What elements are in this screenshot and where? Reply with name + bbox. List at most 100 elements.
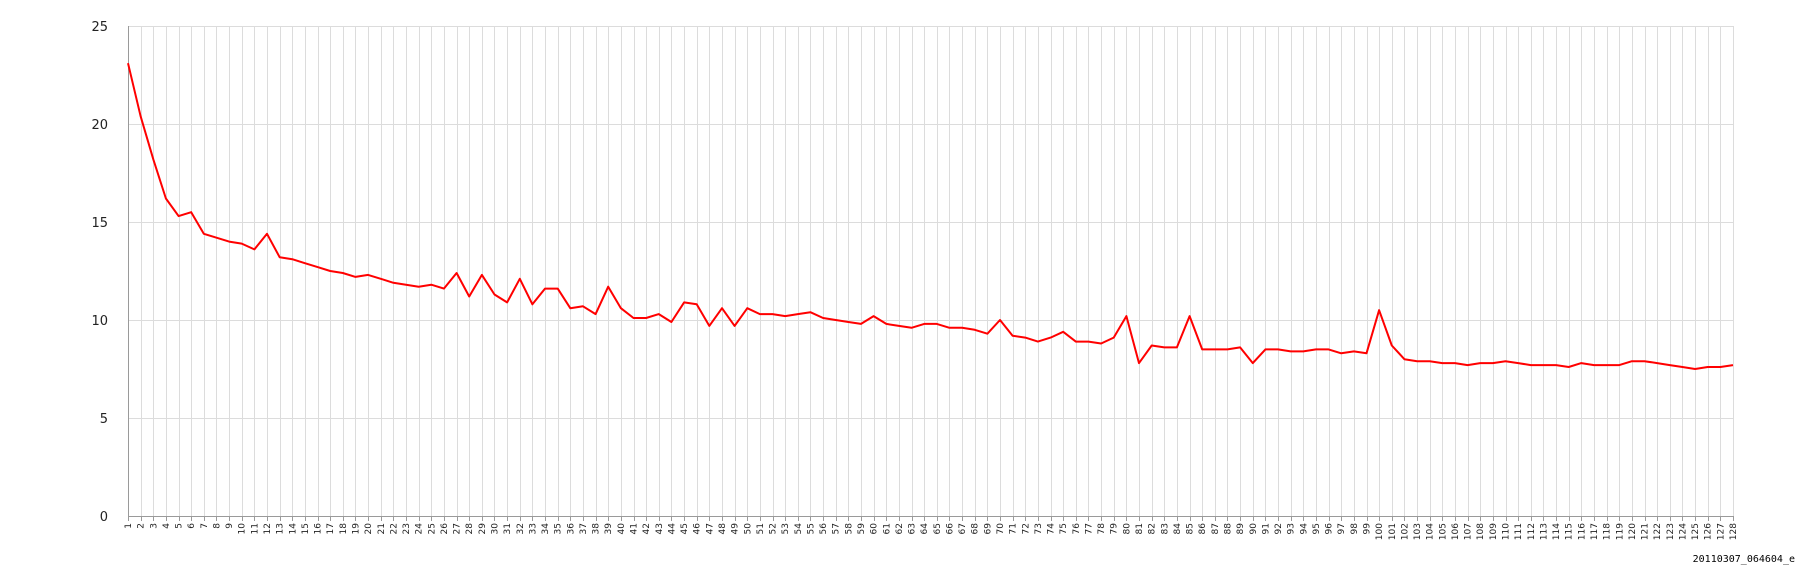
x-tick-label: 18 <box>339 523 349 535</box>
x-tick-label: 7 <box>200 523 210 529</box>
x-tick-label: 32 <box>516 523 526 534</box>
x-tick-label: 93 <box>1287 523 1297 534</box>
x-tick-label: 33 <box>528 523 538 534</box>
x-tick-label: 38 <box>592 523 602 535</box>
x-tick-label: 94 <box>1299 523 1309 535</box>
x-tick-label: 13 <box>276 523 286 534</box>
x-tick-label: 21 <box>377 523 387 534</box>
series-line-1 <box>127 62 1734 370</box>
x-tick-label: 60 <box>870 523 880 535</box>
grid-layer <box>128 26 1734 517</box>
x-tick-label: 66 <box>945 523 955 535</box>
x-tick-label: 35 <box>554 523 564 534</box>
y-tick-label: 5 <box>100 412 108 427</box>
x-tick-label: 14 <box>288 523 298 535</box>
x-tick-label: 104 <box>1426 523 1436 540</box>
x-tick-label: 30 <box>490 523 500 535</box>
x-tick-label: 103 <box>1413 523 1423 540</box>
x-tick-label: 84 <box>1173 523 1183 535</box>
x-tick-label: 127 <box>1716 523 1726 540</box>
x-tick-label: 11 <box>250 523 260 534</box>
x-tick-label: 73 <box>1034 523 1044 534</box>
x-tick-label: 99 <box>1363 523 1373 535</box>
x-tick-label: 59 <box>857 523 867 535</box>
x-tick-label: 36 <box>566 523 576 535</box>
x-tick-label: 71 <box>1009 523 1019 534</box>
x-tick-label: 118 <box>1603 523 1613 540</box>
x-tick-label: 121 <box>1641 523 1651 540</box>
x-tick-label: 105 <box>1438 523 1448 540</box>
x-tick-label: 70 <box>996 523 1006 535</box>
x-tick-label: 100 <box>1375 523 1385 540</box>
x-tick-label: 5 <box>175 523 185 529</box>
x-tick-label: 88 <box>1223 523 1233 535</box>
x-tick-label: 89 <box>1236 523 1246 535</box>
x-tick-label: 124 <box>1678 523 1688 540</box>
x-tick-label: 72 <box>1021 523 1031 534</box>
x-tick-label: 69 <box>983 523 993 535</box>
x-tick-label: 42 <box>642 523 652 534</box>
x-tick-label: 61 <box>882 523 892 534</box>
x-tick-label: 120 <box>1628 523 1638 540</box>
x-tick-label: 92 <box>1274 523 1284 534</box>
x-tick-label: 112 <box>1527 523 1537 540</box>
y-tick-label: 20 <box>91 118 108 133</box>
x-tick-label: 52 <box>769 523 779 534</box>
x-tick-label: 31 <box>503 523 513 534</box>
x-tick-label: 50 <box>743 523 753 535</box>
x-tick-label: 56 <box>819 523 829 535</box>
x-tick-label: 90 <box>1249 523 1259 535</box>
x-tick-label: 65 <box>933 523 943 534</box>
x-tick-label: 80 <box>1122 523 1132 535</box>
x-tick-label: 83 <box>1160 523 1170 534</box>
x-tick-label: 128 <box>1729 523 1739 540</box>
x-tick-label: 6 <box>187 523 197 529</box>
x-tick-label: 57 <box>832 523 842 534</box>
x-tick-label: 119 <box>1615 523 1625 540</box>
x-tick-label: 19 <box>351 523 361 535</box>
x-tick-label: 76 <box>1072 523 1082 535</box>
x-tick-label: 46 <box>693 523 703 535</box>
x-tick-label: 108 <box>1476 523 1486 540</box>
y-tick-label: 10 <box>91 314 108 329</box>
x-tick-label: 10 <box>238 523 248 535</box>
x-tick-label: 27 <box>453 523 463 534</box>
x-tick-label: 123 <box>1666 523 1676 540</box>
x-tick-label: 47 <box>705 523 715 534</box>
x-tick-label: 22 <box>389 523 399 534</box>
x-tick-label: 67 <box>958 523 968 534</box>
x-tick-label: 96 <box>1325 523 1335 535</box>
x-tick-label: 48 <box>718 523 728 535</box>
x-tick-label: 113 <box>1539 523 1549 540</box>
x-tick-label: 62 <box>895 523 905 534</box>
x-tick-label: 75 <box>1059 523 1069 534</box>
x-tick-label: 37 <box>579 523 589 534</box>
x-tick-label: 98 <box>1350 523 1360 535</box>
chart-caption: 20110307_064604_e <box>1693 554 1795 565</box>
x-tick-label: 102 <box>1400 523 1410 540</box>
x-tick-label: 111 <box>1514 523 1524 540</box>
x-tick-label: 81 <box>1135 523 1145 534</box>
x-tick-label: 126 <box>1704 523 1714 540</box>
x-tick-label: 110 <box>1502 523 1512 540</box>
x-tick-label: 1 <box>124 523 134 529</box>
x-tick-label: 49 <box>731 523 741 535</box>
x-tick-label: 78 <box>1097 523 1107 535</box>
x-tick-label: 51 <box>756 523 766 534</box>
x-tick-label: 28 <box>465 523 475 535</box>
x-tick-label: 87 <box>1211 523 1221 534</box>
x-tick-label: 44 <box>667 523 677 535</box>
axis-layer <box>128 26 1734 521</box>
x-tick-label: 79 <box>1110 523 1120 535</box>
x-tick-label: 40 <box>617 523 627 535</box>
x-tick-label: 29 <box>478 523 488 535</box>
x-tick-label: 54 <box>794 523 804 535</box>
x-tick-label: 45 <box>680 523 690 534</box>
y-tick-label: 0 <box>100 510 108 525</box>
x-tick-label: 2 <box>137 523 147 529</box>
x-tick-label: 116 <box>1577 523 1587 540</box>
x-tick-label: 117 <box>1590 523 1600 540</box>
x-tick-label: 15 <box>301 523 311 534</box>
x-tick-label: 43 <box>655 523 665 534</box>
